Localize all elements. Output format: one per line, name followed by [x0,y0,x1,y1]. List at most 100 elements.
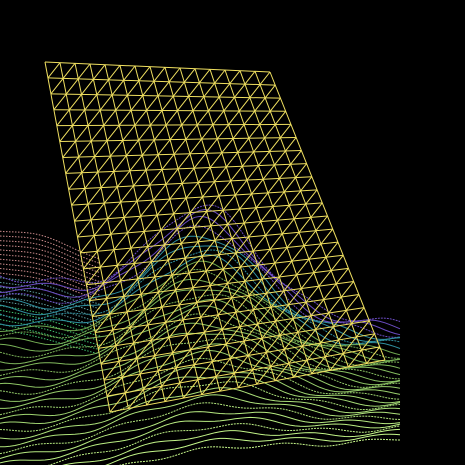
wire-edge [225,326,241,345]
wire-edge [113,232,128,251]
wire-edge [185,182,199,199]
wire-edge [103,109,117,126]
wire-edge [161,153,175,170]
wire-edge [230,165,243,182]
wire-edge [47,62,61,79]
wire-edge [123,65,136,81]
wire-edge [260,206,274,222]
wire-edge [204,314,219,333]
wire-edge [297,315,312,333]
wire-edge [109,392,126,413]
wire-edge [298,217,312,233]
wire-edge [150,110,163,126]
terrain-line [0,332,401,388]
wire-edge [182,302,198,321]
wire-edge [103,361,120,381]
wire-edge [302,329,317,347]
wire-edge [288,288,302,305]
wire-edge [158,274,173,293]
terrain-line [0,387,401,440]
wire-edge [233,355,249,374]
wire-edge [243,110,256,125]
terrain-line [0,357,401,416]
wire-edge [94,140,108,157]
wire-edge [323,283,337,300]
wire-edge [303,230,317,247]
wire-edge [188,82,200,97]
wire-edge [229,70,241,84]
wire-edge [168,319,184,338]
wire-edge [97,155,111,173]
wire-edge [107,201,122,219]
wire-edge [98,307,365,349]
wire-edge [116,170,131,188]
wire-edge [179,364,195,384]
wire-edge [343,336,357,354]
wire-edge [205,254,220,272]
wire-edge [329,353,344,371]
wire-edge [265,334,281,353]
wire-edge [92,280,354,318]
wire-edge [340,281,355,298]
wire-edge [120,263,135,282]
terrain-line [0,295,101,323]
wire-edge [234,83,246,98]
wire-edge [197,361,213,381]
wire-edge [149,169,163,186]
wire-edge [140,276,156,295]
wire-edge [106,376,123,397]
wire-edge [269,137,281,152]
wire-edge [246,165,259,181]
wire-edge [292,359,308,378]
wire-edge [130,231,145,249]
wire-edge [366,346,381,364]
wire-edge [165,304,180,323]
wire-edge [261,262,276,280]
wire-edge [345,294,360,311]
wire-edge [190,331,205,351]
wire-edge [193,152,207,169]
wire-edge [47,77,276,86]
wire-edge [96,79,109,96]
wire-edge [161,289,177,308]
wire-edge [101,320,370,365]
terrain-line [0,294,401,366]
wire-edge [252,235,266,252]
wire-edge [206,195,220,212]
terrain-line [0,366,401,420]
wire-edge [330,254,344,271]
wire-edge [165,168,179,185]
terrain-line [0,402,401,455]
wire-edge [248,124,261,139]
wire-edge [125,139,139,156]
wire-edge [189,138,202,155]
wire-edge [182,379,199,399]
wire-edge [274,247,288,264]
wire-edge [315,312,330,330]
wire-edge [259,71,271,85]
wire-edge [118,109,132,126]
wire-edge [81,79,94,95]
wire-edge [232,124,245,139]
wire-edge [244,264,258,282]
wire-edge [286,231,300,248]
wire-edge [143,214,158,232]
wire-edge [222,194,236,211]
wire-edge [113,155,127,172]
wire-edge [50,78,64,95]
wire-edge [257,306,272,325]
wire-edge [173,139,187,155]
wire-edge [266,276,280,294]
wire-edge [90,125,105,142]
wire-edge [315,215,328,231]
wire-edge [110,217,125,235]
wire-edge [118,342,135,362]
wire-edge [161,95,174,111]
wire-edge [247,337,263,356]
wire-edge [251,178,264,195]
wire-edge [145,154,159,171]
wire-edge [181,167,195,184]
wire-edge [209,152,223,168]
wire-edge [150,244,165,263]
